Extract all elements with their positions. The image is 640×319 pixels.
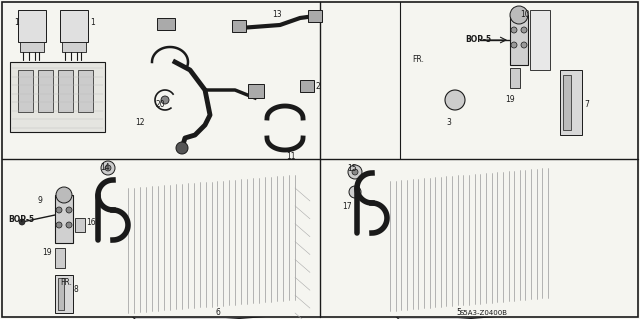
Circle shape — [521, 42, 527, 48]
Circle shape — [56, 222, 62, 228]
Polygon shape — [408, 18, 452, 52]
Circle shape — [19, 219, 25, 225]
Text: 7: 7 — [584, 100, 589, 109]
Bar — [510, 15, 528, 65]
Text: 9: 9 — [38, 196, 43, 205]
Text: 6: 6 — [215, 308, 220, 317]
Bar — [248, 84, 264, 98]
Polygon shape — [295, 175, 310, 313]
Polygon shape — [128, 300, 310, 319]
Text: S5A3-Z0400B: S5A3-Z0400B — [460, 310, 508, 316]
Circle shape — [105, 165, 111, 171]
Text: 5: 5 — [456, 308, 461, 317]
Polygon shape — [548, 168, 562, 311]
Polygon shape — [390, 298, 562, 319]
Bar — [10, 62, 105, 132]
Circle shape — [66, 207, 72, 213]
Text: FR.: FR. — [60, 278, 72, 287]
Text: 16: 16 — [86, 218, 95, 227]
Polygon shape — [15, 263, 68, 303]
Bar — [18, 10, 46, 42]
Text: 15: 15 — [347, 164, 356, 173]
Polygon shape — [128, 175, 295, 313]
Text: 20: 20 — [155, 100, 164, 109]
Bar — [62, 42, 86, 52]
Bar — [510, 68, 520, 88]
Circle shape — [511, 42, 517, 48]
Text: 12: 12 — [135, 118, 145, 127]
Bar — [530, 10, 550, 70]
Text: 19: 19 — [505, 95, 515, 104]
Circle shape — [56, 187, 72, 203]
Bar — [55, 195, 73, 243]
Text: 10: 10 — [520, 10, 530, 19]
Text: BOP-5: BOP-5 — [465, 35, 491, 44]
Circle shape — [101, 161, 115, 175]
Bar — [563, 75, 571, 130]
Text: 1: 1 — [90, 18, 95, 27]
Circle shape — [510, 6, 528, 24]
Bar — [560, 70, 582, 135]
Text: BOP-5: BOP-5 — [8, 215, 34, 224]
Bar — [60, 10, 88, 42]
Text: 11: 11 — [286, 152, 296, 161]
Bar — [157, 18, 175, 30]
Circle shape — [56, 207, 62, 213]
Bar — [20, 42, 44, 52]
Text: 8: 8 — [74, 285, 79, 294]
Text: 2: 2 — [316, 82, 321, 91]
Circle shape — [66, 222, 72, 228]
Bar — [232, 20, 246, 32]
Bar — [300, 80, 314, 92]
Text: 19: 19 — [42, 248, 52, 257]
Text: 3: 3 — [446, 118, 451, 127]
Text: 14: 14 — [100, 163, 109, 172]
Bar — [58, 278, 64, 310]
Bar — [308, 10, 322, 22]
Bar — [55, 248, 65, 268]
Circle shape — [348, 165, 362, 179]
Bar — [38, 70, 53, 112]
Polygon shape — [390, 162, 562, 181]
Bar — [18, 70, 33, 112]
Circle shape — [511, 27, 517, 33]
Circle shape — [161, 96, 169, 104]
Text: 1: 1 — [14, 18, 19, 27]
Text: FR.: FR. — [412, 55, 424, 64]
Circle shape — [352, 169, 358, 175]
Bar — [78, 70, 93, 112]
Polygon shape — [390, 168, 548, 311]
Circle shape — [176, 142, 188, 154]
Bar — [55, 275, 73, 313]
Bar — [75, 218, 85, 232]
Text: 17: 17 — [342, 202, 351, 211]
Polygon shape — [128, 162, 310, 188]
Text: 13: 13 — [272, 10, 282, 19]
Circle shape — [445, 90, 465, 110]
Circle shape — [521, 27, 527, 33]
Bar — [58, 70, 73, 112]
Circle shape — [349, 186, 361, 198]
